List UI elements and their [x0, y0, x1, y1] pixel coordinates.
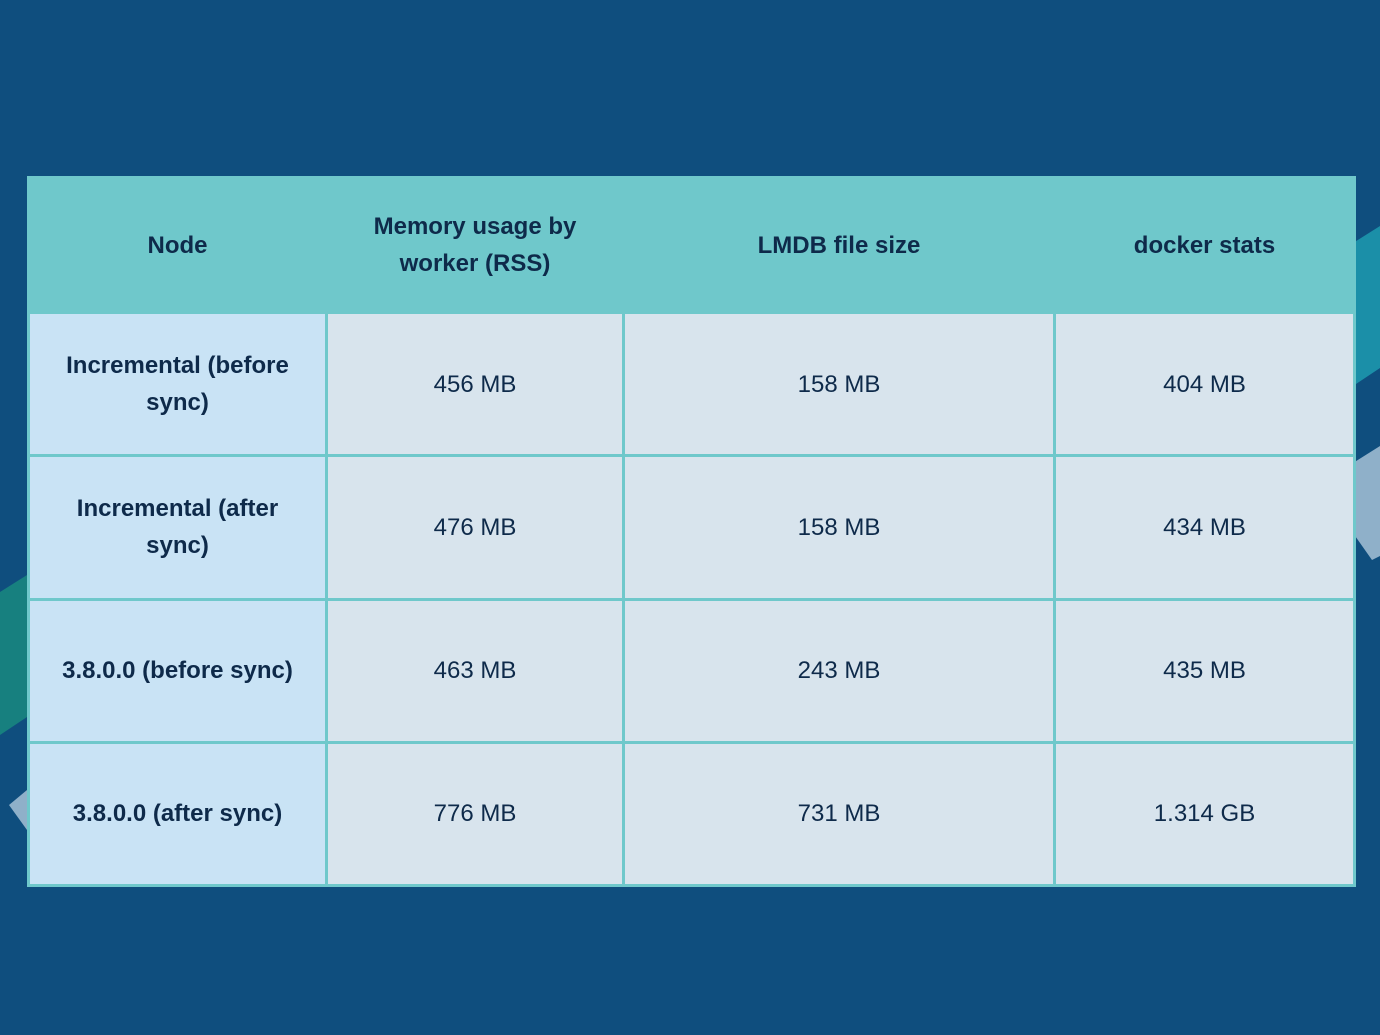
column-header-rss: Memory usage by worker (RSS)	[325, 176, 625, 314]
right-light-chevron	[1353, 446, 1380, 560]
table-row: Incremental (before sync) 456 MB 158 MB …	[27, 310, 1356, 458]
comparison-table-container: Node Memory usage by worker (RSS) LMDB f…	[27, 176, 1356, 888]
table-row: 3.8.0.0 (before sync) 463 MB 243 MB 435 …	[27, 597, 1356, 744]
left-light-chevron	[9, 790, 27, 830]
left-teal-shape	[0, 575, 27, 735]
rss-cell: 776 MB	[325, 740, 625, 888]
node-cell: 3.8.0.0 (after sync)	[27, 740, 328, 888]
docker-cell: 435 MB	[1053, 597, 1356, 744]
table-row: 3.8.0.0 (after sync) 776 MB 731 MB 1.314…	[27, 740, 1356, 888]
docker-cell: 434 MB	[1053, 454, 1356, 601]
right-teal-shape	[1353, 226, 1380, 386]
node-cell: Incremental (after sync)	[27, 454, 328, 601]
docker-cell: 404 MB	[1053, 310, 1356, 458]
table-header-row: Node Memory usage by worker (RSS) LMDB f…	[27, 176, 1356, 314]
docker-cell: 1.314 GB	[1053, 740, 1356, 888]
lmdb-cell: 158 MB	[622, 310, 1056, 458]
column-header-docker: docker stats	[1053, 176, 1356, 314]
rss-cell: 476 MB	[325, 454, 625, 601]
rss-cell: 463 MB	[325, 597, 625, 744]
node-cell: 3.8.0.0 (before sync)	[27, 597, 328, 744]
table-row: Incremental (after sync) 476 MB 158 MB 4…	[27, 454, 1356, 601]
lmdb-cell: 731 MB	[622, 740, 1056, 888]
rss-cell: 456 MB	[325, 310, 625, 458]
column-header-lmdb: LMDB file size	[622, 176, 1056, 314]
column-header-node: Node	[27, 176, 328, 314]
lmdb-cell: 243 MB	[622, 597, 1056, 744]
node-cell: Incremental (before sync)	[27, 310, 328, 458]
lmdb-cell: 158 MB	[622, 454, 1056, 601]
memory-comparison-table: Node Memory usage by worker (RSS) LMDB f…	[27, 176, 1356, 888]
